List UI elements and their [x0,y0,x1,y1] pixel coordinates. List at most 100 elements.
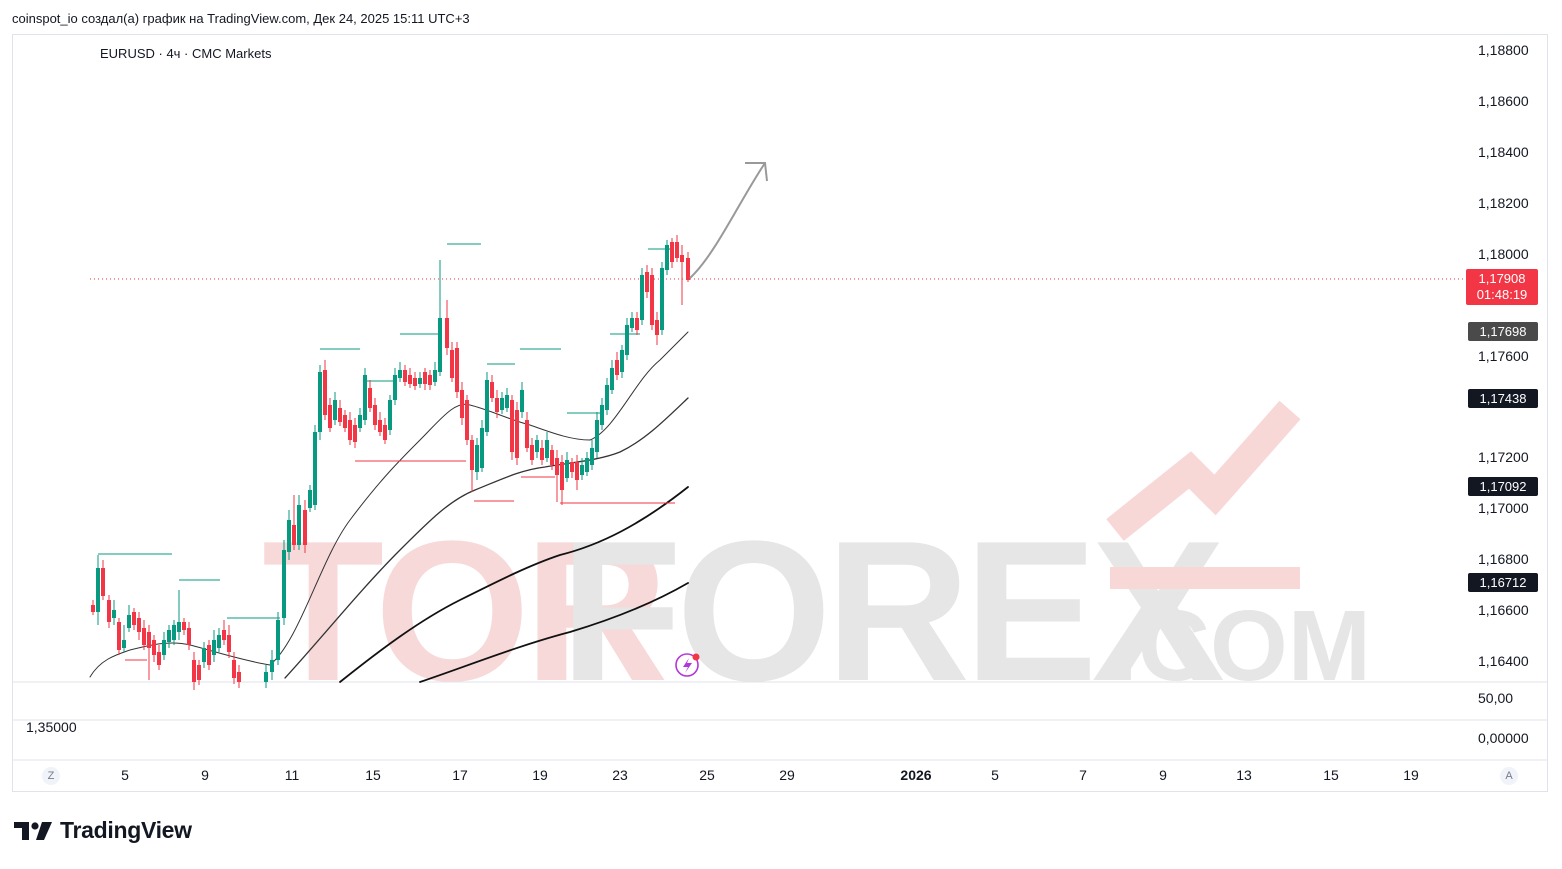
candle-down [450,350,454,378]
ma3-price-label: 1,17092 [1468,477,1538,496]
candle-up [625,325,629,355]
candle-up [308,490,312,508]
candle-down [353,425,357,442]
ma1-price-label: 1,17698 [1468,322,1538,341]
bar-countdown: 01:48:19 [1476,287,1528,302]
candle-down [227,635,231,652]
candle-down [142,628,146,645]
candle-down [560,462,564,490]
candle-up [480,428,484,468]
time-tick-label: 5 [121,767,129,783]
watermark-com: .COM [1110,590,1371,702]
corner-button-right[interactable]: A [1500,767,1518,785]
candle-down [147,632,151,648]
candle-down [465,400,469,440]
watermark-forex: FOREX [560,500,1224,723]
candle-up [313,432,317,505]
candle-down [157,652,161,665]
candle-down [91,605,95,612]
candle-up [162,640,166,655]
candle-up [276,620,280,660]
candle-down [650,275,654,325]
candle-down [686,258,690,280]
time-tick-label: 5 [991,767,999,783]
symbol-title[interactable]: EURUSD · 4ч · CMC Markets [100,46,272,61]
candle-up [665,245,669,270]
candle-down [132,612,136,625]
candle-down [101,568,105,596]
swing-levels [98,243,675,661]
candle-up [585,458,589,472]
lightning-alert-icon[interactable] [675,653,700,677]
candle-up [630,318,634,328]
watermark-tor: TOR [262,500,665,723]
candle-up [580,465,584,475]
candle-up [620,350,624,372]
candle-down [645,272,649,292]
candle-down [328,405,332,428]
candle-down [675,242,679,258]
watermark-arrow [1106,400,1301,541]
time-tick-label: 7 [1079,767,1087,783]
candle-up [202,648,206,662]
candle-down [348,420,352,440]
price-tick-label: 1,16600 [1478,602,1529,618]
price-tick-label: 1,16400 [1478,653,1529,669]
indicator-top-value: 50,00 [1478,690,1514,706]
candle-down [515,410,519,458]
candle-up [520,390,524,412]
price-tick-label: 1,18000 [1478,246,1529,262]
price-tick-label: 1,18800 [1478,42,1529,58]
candle-up [438,318,442,372]
candle-down [423,372,427,384]
candle-down [495,398,499,412]
candle-up [318,372,322,432]
candle-down [510,400,514,452]
candle-up [565,460,569,478]
candle-down [182,622,186,630]
candle-down [378,420,382,432]
candle-up [172,625,176,640]
candle-down [428,375,432,385]
candle-down [323,370,327,415]
tradingview-logo[interactable]: TradingView [14,817,192,844]
ma-line-4 [419,582,689,683]
candle-up [590,448,594,465]
candle-down [222,630,226,640]
candle-up [600,405,604,425]
candle-up [127,615,131,628]
candle-down [303,510,307,545]
price-tick-label: 1,17000 [1478,500,1529,516]
candle-up [595,420,599,452]
candle-down [670,242,674,262]
candle-down [343,415,347,428]
tradingview-logo-icon [14,821,52,840]
candle-down [137,618,141,632]
candle-up [500,398,504,410]
time-tick-label: 2026 [900,767,932,783]
candle-down [635,318,639,330]
candle-up [475,445,479,472]
ma-line-2 [284,397,689,679]
candle-up [485,380,489,432]
price-tick-label: 1,18600 [1478,93,1529,109]
candle-up [167,630,171,642]
time-tick-label: 19 [1403,767,1419,783]
price-tick-label: 1,17600 [1478,348,1529,364]
ma4-price-label: 1,16712 [1468,573,1538,592]
candle-up [264,672,268,682]
candle-down [680,255,684,262]
price-tick-label: 1,18200 [1478,195,1529,211]
projection-arrow[interactable] [689,162,768,279]
time-tick-label: 15 [1323,767,1339,783]
corner-button-left[interactable]: Z [42,767,60,785]
candle-up [217,635,221,648]
time-tick-label: 15 [365,767,381,783]
candle-up [610,368,614,390]
arrow-head [745,162,768,182]
candle-down [107,600,111,622]
ma2-price-label: 1,17438 [1468,389,1538,408]
candle-up [535,440,539,452]
candle-down [187,628,191,645]
